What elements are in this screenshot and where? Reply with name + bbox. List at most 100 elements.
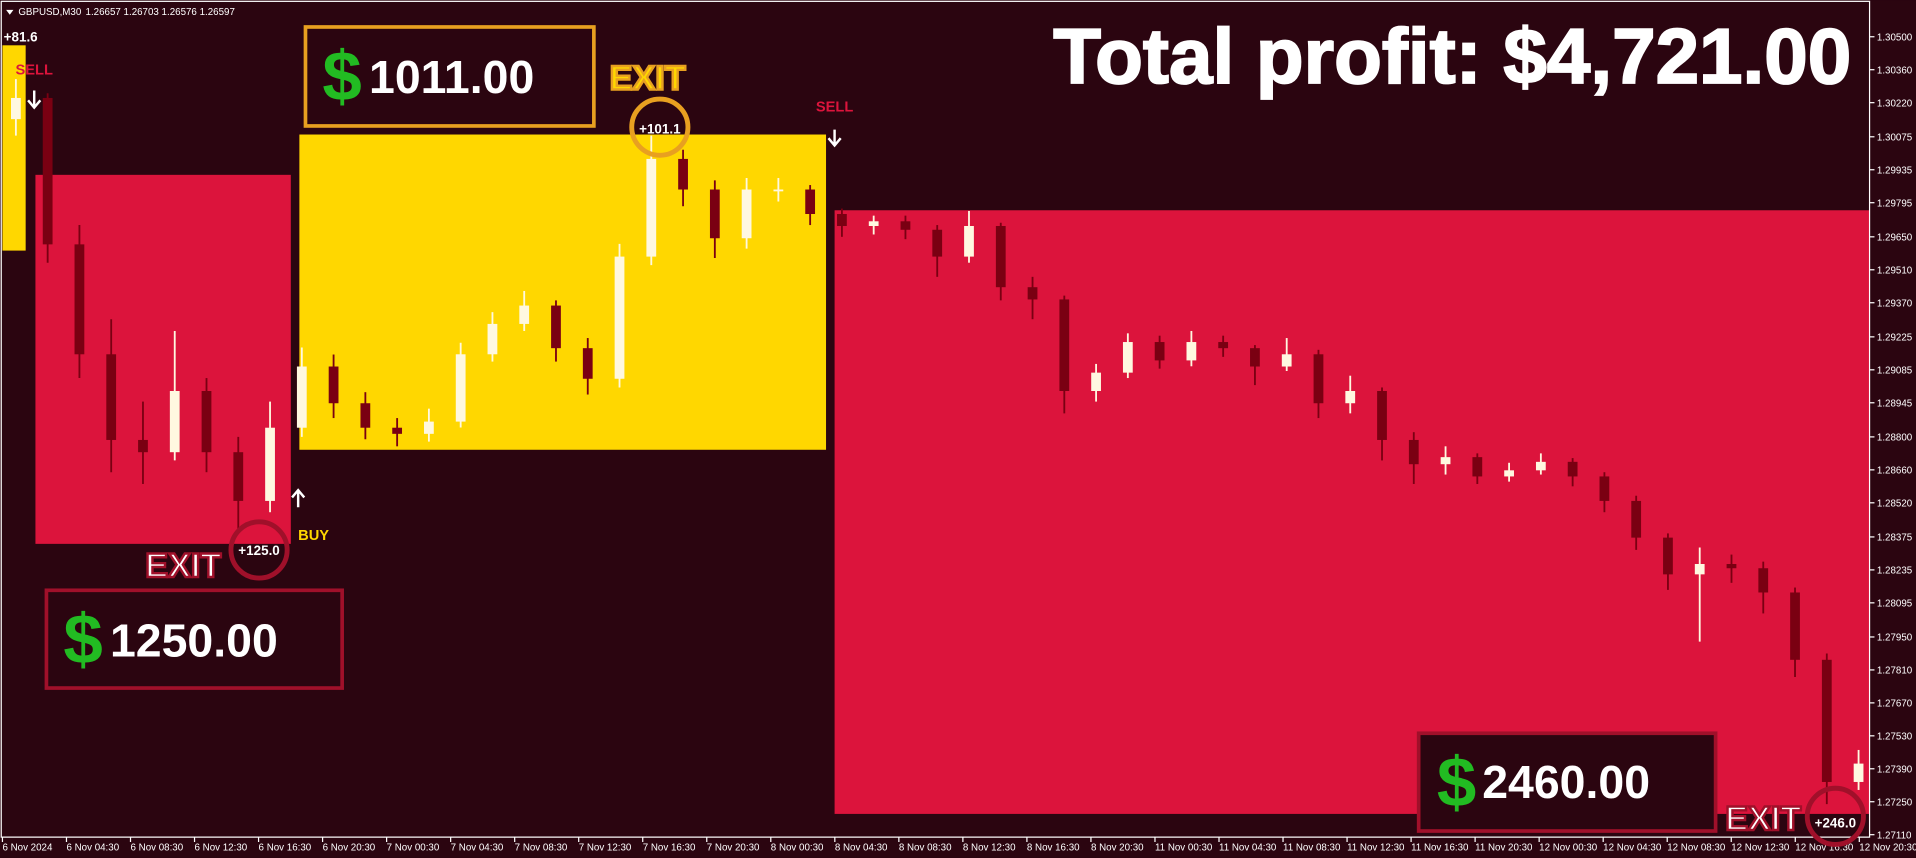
candle-body <box>868 221 879 227</box>
y-tick-label: 1.28945 <box>1877 398 1913 409</box>
candle-body <box>138 439 148 453</box>
exit-circle <box>629 96 691 158</box>
x-tick-label: 11 Nov 12:30 <box>1347 843 1405 854</box>
profit-frame <box>1416 731 1718 833</box>
pips-label: +81.6 <box>4 30 38 45</box>
x-tick-label: 8 Nov 08:30 <box>899 843 952 854</box>
x-tick-label: 8 Nov 12:30 <box>963 843 1016 854</box>
candle-body <box>1345 390 1356 404</box>
sell-zone <box>35 174 291 544</box>
candle-body <box>551 305 561 349</box>
candle-body <box>74 244 85 355</box>
x-tick-label: 6 Nov 16:30 <box>259 843 312 854</box>
pips-label: +125.0 <box>238 543 279 558</box>
profit-amount: 1011.00 <box>369 51 534 103</box>
currency: $ <box>322 37 361 116</box>
y-tick-label: 1.27250 <box>1877 797 1913 808</box>
x-tick-label: 6 Nov 2024 <box>2 843 53 854</box>
x-tick-label: 8 Nov 00:30 <box>771 843 824 854</box>
x-tick-label: 12 Nov 12:30 <box>1731 843 1790 854</box>
y-tick-label: 1.27110 <box>1877 830 1912 841</box>
menu-arrow <box>6 9 14 15</box>
candle-body <box>1790 592 1800 660</box>
pips-label: +246.0 <box>1815 815 1856 830</box>
y-tick-label: 1.27530 <box>1877 731 1913 742</box>
candle-body <box>519 305 530 324</box>
x-tick-label: 12 Nov 20:30 <box>1859 843 1916 854</box>
candle-body <box>1853 763 1864 782</box>
x-tick-label: 8 Nov 04:30 <box>835 843 888 854</box>
y-tick-label: 1.27810 <box>1877 666 1913 677</box>
candle-body <box>964 226 974 257</box>
candle-body <box>296 366 307 428</box>
x-tick-label: 11 Nov 04:30 <box>1219 843 1277 854</box>
x-tick-label: 11 Nov 20:30 <box>1475 843 1533 854</box>
x-tick-label: 6 Nov 20:30 <box>323 843 376 854</box>
candle-body <box>328 366 339 404</box>
candle-body <box>1631 500 1642 538</box>
x-tick-label: 7 Nov 12:30 <box>579 843 632 854</box>
candle-body <box>106 354 117 440</box>
y-tick-label: 1.27950 <box>1877 633 1913 644</box>
candle-body <box>10 97 21 120</box>
sell-arrow <box>27 90 42 110</box>
y-tick-label: 1.28095 <box>1877 599 1913 610</box>
exit-label: EXIT <box>1725 800 1801 838</box>
y-tick-label: 1.28375 <box>1877 533 1913 544</box>
signal-label: SELL <box>15 63 53 79</box>
candle-body <box>1758 568 1769 593</box>
candle-body <box>1663 537 1673 575</box>
x-tick-label: 11 Nov 08:30 <box>1283 843 1341 854</box>
candle-body <box>455 354 466 422</box>
x-tick-label: 11 Nov 00:30 <box>1155 843 1213 854</box>
x-tick-label: 6 Nov 08:30 <box>131 843 184 854</box>
profit-amount: 1250.00 <box>110 614 278 666</box>
x-tick-label: 7 Nov 08:30 <box>515 843 568 854</box>
y-tick-label: 1.29225 <box>1877 333 1913 344</box>
profit-frame <box>303 25 596 128</box>
currency: $ <box>1437 744 1476 823</box>
candle-body <box>837 213 847 227</box>
candle-body <box>392 427 403 434</box>
candles <box>10 79 1864 805</box>
x-tick-label: 11 Nov 16:30 <box>1411 843 1469 854</box>
candle-body <box>582 348 593 379</box>
x-tick-label: 7 Nov 16:30 <box>643 843 696 854</box>
y-tick-label: 1.27390 <box>1877 764 1913 775</box>
sell-zone <box>834 210 1870 814</box>
profit-frame <box>44 588 344 690</box>
y-tick-label: 1.29510 <box>1877 265 1913 276</box>
candle-body <box>932 229 943 257</box>
candle-body <box>900 221 911 230</box>
buy-zone <box>299 134 827 450</box>
candle-body <box>233 452 244 501</box>
candle-body <box>1472 457 1483 477</box>
candle-body <box>741 189 752 239</box>
candle-body <box>1027 287 1038 300</box>
candle-body <box>1408 439 1419 465</box>
currency: $ <box>63 601 102 680</box>
x-tick-label: 7 Nov 04:30 <box>451 843 504 854</box>
pips-label: +101.1 <box>639 121 681 136</box>
exit-marker: EXIT +246.0 <box>1724 785 1866 847</box>
candle-body <box>709 189 720 239</box>
symbol: GBPUSD,M30 <box>18 7 82 18</box>
candle-body <box>487 323 498 355</box>
candle-body <box>646 158 657 257</box>
signal-label: SELL <box>816 99 854 115</box>
candle-body <box>1599 476 1610 501</box>
candle-body <box>1377 390 1387 440</box>
candle-body <box>1186 342 1197 361</box>
candle-body <box>169 390 180 453</box>
candle-body <box>1059 299 1070 391</box>
axes: 1.30500 1.30360 1.30220 1.30075 1.29935 1.297… <box>1 32 1916 854</box>
y-tick-label: 1.30360 <box>1877 65 1913 76</box>
candle-body <box>995 226 1006 288</box>
y-tick-label: 1.29370 <box>1877 298 1913 309</box>
y-tick-label: 1.28520 <box>1877 498 1913 509</box>
exit-marker: EXIT +101.1 <box>608 58 691 158</box>
candle-body <box>1313 354 1324 404</box>
total-profit: Total profit: $4,721.00 <box>1053 12 1851 100</box>
y-tick-label: 1.30500 <box>1877 32 1913 43</box>
signal-label: BUY <box>298 528 329 544</box>
